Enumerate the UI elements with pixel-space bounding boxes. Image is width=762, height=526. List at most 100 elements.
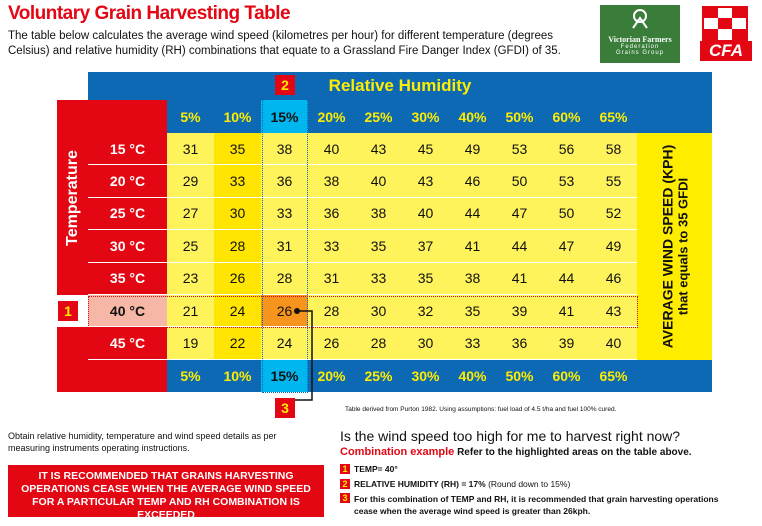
cell: 46 — [590, 262, 637, 295]
question: Is the wind speed too high for me to har… — [340, 428, 681, 444]
row-label: 45 °C — [88, 327, 167, 360]
cell: 50 — [543, 197, 590, 231]
cell: 44 — [543, 262, 590, 295]
column-header: 30% — [402, 360, 449, 392]
column-header: 25% — [355, 360, 402, 392]
cell: 49 — [590, 230, 637, 263]
cell: 43 — [590, 295, 637, 328]
cell: 43 — [402, 165, 449, 198]
example-intro: Refer to the highlighted areas on the ta… — [457, 447, 692, 458]
cell: 19 — [167, 327, 214, 360]
column-header: 10% — [214, 360, 261, 392]
row-label: 30 °C — [88, 230, 167, 263]
cell: 28 — [355, 327, 402, 360]
cell: 47 — [496, 197, 543, 231]
steps: 1 TEMP= 40° 2 RELATIVE HUMIDITY (RH) = 17%… — [340, 463, 730, 517]
cell: 38 — [355, 197, 402, 231]
cell: 33 — [355, 262, 402, 295]
step-text: TEMP= 40° — [354, 464, 398, 474]
cell: 40 — [355, 165, 402, 198]
side-panel — [637, 133, 712, 360]
cell: 52 — [590, 197, 637, 231]
step: 2 RELATIVE HUMIDITY (RH) = 17% (Round dow… — [340, 478, 730, 490]
corner-cell — [88, 100, 167, 133]
cell: 40 — [402, 197, 449, 231]
cell: 24 — [214, 295, 261, 328]
cell: 26 — [214, 262, 261, 295]
cell: 44 — [449, 197, 496, 231]
vff-logo: Victorian Farmers Federation Grains Grou… — [600, 5, 680, 63]
cell: 31 — [261, 230, 308, 263]
footer-filler — [637, 360, 712, 392]
cell: 33 — [449, 327, 496, 360]
column-header: 5% — [167, 100, 214, 133]
marker-3: 3 — [275, 398, 295, 418]
cell: 28 — [308, 295, 355, 328]
column-header: 20% — [308, 360, 355, 392]
cell: 25 — [167, 230, 214, 263]
column-header: 25% — [355, 100, 402, 133]
row-label: 20 °C — [88, 165, 167, 198]
row-label: 40 °C — [88, 295, 167, 328]
cell: 41 — [543, 295, 590, 328]
cell: 56 — [543, 133, 590, 166]
description: The table below calculates the average w… — [8, 30, 561, 57]
cell: 41 — [496, 262, 543, 295]
column-header: 40% — [449, 100, 496, 133]
cell: 38 — [308, 165, 355, 198]
cell: 39 — [496, 295, 543, 328]
cell: 31 — [167, 133, 214, 166]
marker-1: 1 — [58, 301, 78, 321]
cell: 41 — [449, 230, 496, 263]
cell: 33 — [308, 230, 355, 263]
step-text: RELATIVE HUMIDITY (RH) = 17% — [354, 479, 486, 489]
cell: 31 — [308, 262, 355, 295]
title: Voluntary Grain Harvesting Table — [8, 3, 291, 24]
column-header: 60% — [543, 100, 590, 133]
cell: 47 — [543, 230, 590, 263]
warning: IT IS RECOMMENDED THAT GRAINS HARVESTING… — [8, 465, 324, 521]
cell: 46 — [449, 165, 496, 198]
cell: 35 — [402, 262, 449, 295]
col-highlight — [262, 98, 308, 393]
step-marker: 3 — [340, 493, 350, 503]
step-note: (Round down to 15%) — [488, 479, 571, 489]
column-header: 50% — [496, 360, 543, 392]
cell: 50 — [496, 165, 543, 198]
cell: 30 — [214, 197, 261, 231]
header-filler — [637, 100, 712, 133]
temp-band-lower — [57, 327, 88, 392]
cell: 33 — [261, 197, 308, 231]
cell: 55 — [590, 165, 637, 198]
column-header: 50% — [496, 100, 543, 133]
row-label: 25 °C — [88, 197, 167, 231]
cell: 37 — [402, 230, 449, 263]
column-header: 60% — [543, 360, 590, 392]
vff-line2: Federation — [620, 44, 660, 50]
cell: 43 — [355, 133, 402, 166]
cell: 30 — [402, 327, 449, 360]
cell: 40 — [308, 133, 355, 166]
column-header: 65% — [590, 360, 637, 392]
step-marker: 2 — [340, 479, 350, 489]
cell: 35 — [214, 133, 261, 166]
step-text: For this combination of TEMP and RH, it … — [354, 494, 719, 516]
cell: 36 — [308, 197, 355, 231]
cell: 40 — [590, 327, 637, 360]
cfa-icon — [702, 6, 748, 41]
cell: 35 — [355, 230, 402, 263]
cell: 45 — [402, 133, 449, 166]
cell: 44 — [496, 230, 543, 263]
cell: 27 — [167, 197, 214, 231]
cell: 28 — [261, 262, 308, 295]
footer-corner — [88, 360, 167, 392]
source: Table derived from Purton 1982. Using as… — [345, 406, 617, 413]
cell: 24 — [261, 327, 308, 360]
cell: 38 — [261, 133, 308, 166]
cell: 53 — [496, 133, 543, 166]
row-label: 15 °C — [88, 133, 167, 166]
cell: 33 — [214, 165, 261, 198]
cell: 26 — [308, 327, 355, 360]
